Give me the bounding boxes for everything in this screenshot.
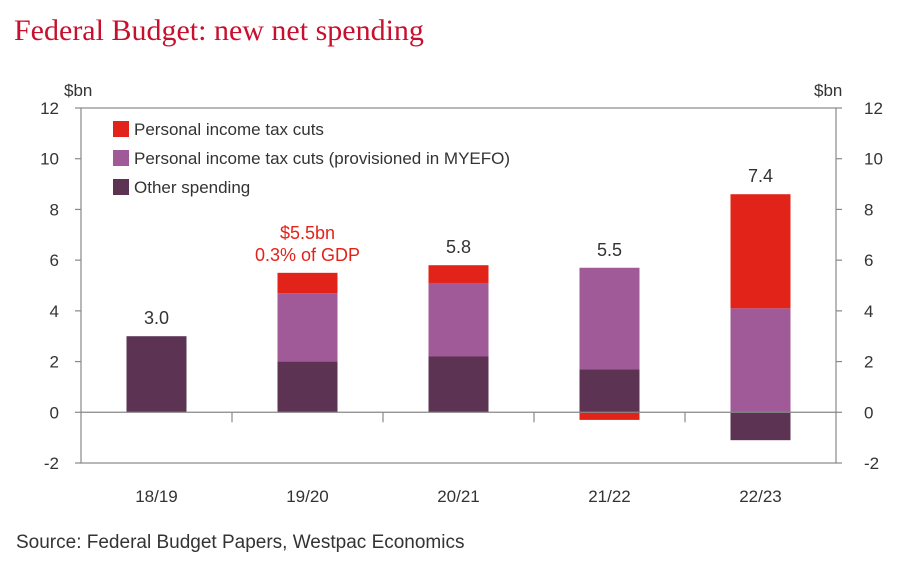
bar-segment [730,194,791,309]
bar-segment [730,412,791,441]
y-tick-label-left: 10 [40,150,59,169]
y-tick-label-left: 4 [50,302,59,321]
legend: Personal income tax cuts Personal income … [113,120,510,197]
y-tick-label-right: 12 [864,99,883,118]
y-tick-label-right: 4 [864,302,873,321]
bar-segment [277,361,338,413]
total-label: 5.8 [446,237,471,257]
bar-segment [579,267,640,370]
bars-layer [126,194,791,441]
x-tick-label: 22/23 [739,487,782,506]
y-tick-label-left: 12 [40,99,59,118]
y-tick-label-left: -2 [44,454,59,473]
y-tick-label-left: 6 [50,251,59,270]
legend-label: Other spending [134,178,250,197]
bar-segment [428,282,489,357]
legend-swatch [113,179,129,195]
plot-frame [80,107,837,464]
legend-label: Personal income tax cuts (provisioned in… [134,149,510,168]
annotation-line1: $5.5bn [280,223,335,243]
axes-layer: -2 -2 0 0 2 2 4 4 6 6 8 8 10 10 12 12 $bn $bn 18/19 19/20 20… [40,81,883,506]
y-axis-label-left: $bn [64,81,92,100]
x-tick-label: 18/19 [135,487,178,506]
x-tick-label: 20/21 [437,487,480,506]
x-tick-label: 21/22 [588,487,631,506]
y-tick-label-right: 6 [864,251,873,270]
bar-segment [277,272,338,294]
y-tick-label-left: 0 [50,403,59,422]
total-label: 7.4 [748,166,773,186]
legend-swatch [113,150,129,166]
bar-segment [126,336,187,413]
bar-segment [277,293,338,362]
chart-title: Federal Budget: new net spending [14,14,424,47]
legend-label: Personal income tax cuts [134,120,324,139]
y-tick-label-left: 8 [50,200,59,219]
total-label: 5.5 [597,240,622,260]
y-tick-label-right: 2 [864,353,873,372]
x-tick-label: 19/20 [286,487,329,506]
source-note: Source: Federal Budget Papers, Westpac E… [16,532,465,553]
total-label: 3.0 [144,308,169,328]
bar-segment [428,356,489,413]
bar-segment [579,412,640,420]
y-tick-label-right: -2 [864,454,879,473]
y-tick-label-right: 8 [864,200,873,219]
legend-swatch [113,121,129,137]
bar-segment [428,265,489,283]
y-axis-label-right: $bn [814,81,842,100]
annotation-line2: 0.3% of GDP [255,245,360,265]
y-tick-label-right: 0 [864,403,873,422]
y-tick-label-left: 2 [50,353,59,372]
y-tick-label-right: 10 [864,150,883,169]
bar-segment [730,308,791,413]
bar-segment [579,369,640,413]
